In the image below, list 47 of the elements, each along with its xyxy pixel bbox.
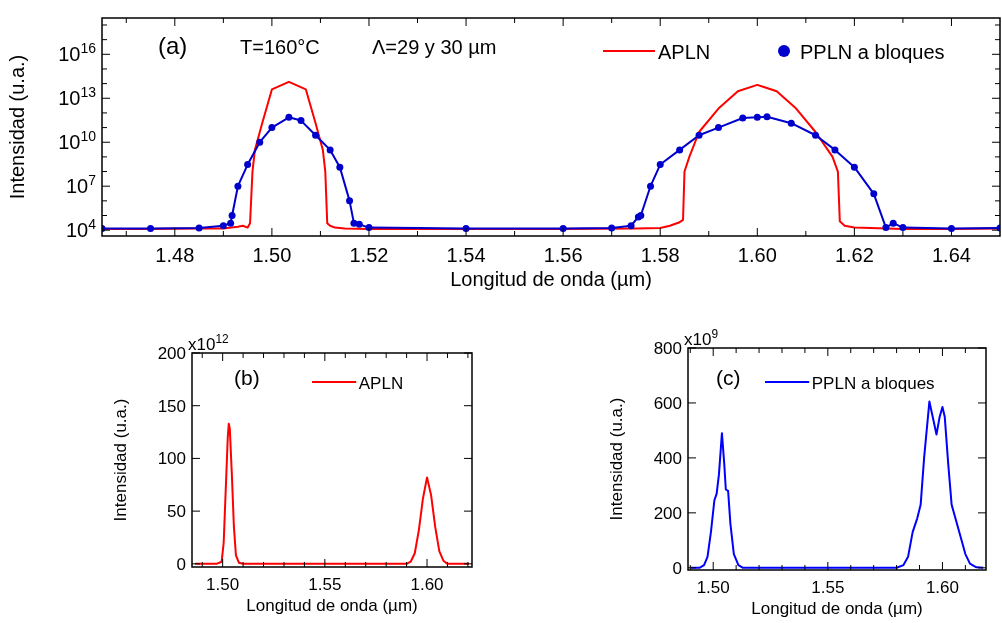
y-tick-label: 200	[157, 343, 186, 363]
y-tick-label: 400	[653, 448, 682, 468]
y-tick-label: 10$^{7}$	[65, 172, 97, 198]
annotation: x10$^{9}$	[684, 327, 719, 349]
x-axis-title: Longitud de onda (µm)	[246, 596, 418, 615]
x-tick-label: 1.50	[252, 244, 292, 266]
legend-label: PPLN a bloques	[800, 41, 945, 63]
x-tick-label: 1.52	[349, 244, 389, 266]
x-tick-label: 1.60	[410, 575, 444, 594]
legend-label: PPLN a bloques	[811, 373, 935, 393]
legend-label: APLN	[658, 41, 711, 63]
x-axis-title: Longitud de onda (µm)	[751, 599, 923, 618]
x-tick-label: 1.54	[446, 244, 486, 266]
y-axis-title: Intensidad (u.a.)	[607, 397, 626, 521]
y-tick-label: 50	[167, 502, 186, 522]
annotation: Λ=29 y 30 µm	[372, 36, 497, 58]
x-tick-label: 1.55	[308, 575, 342, 594]
y-tick-label: 0	[672, 558, 682, 578]
x-tick-label: 1.56	[543, 244, 583, 266]
y-tick-label: 800	[653, 338, 682, 358]
annotation: (a)	[158, 32, 188, 59]
x-tick-label: 1.62	[834, 244, 874, 266]
y-axis-title: Intensidad (u.a.)	[111, 398, 130, 522]
x-tick-label: 1.50	[696, 578, 730, 597]
y-tick-label: 10$^{13}$	[58, 84, 97, 110]
y-tick-label: 10$^{10}$	[58, 128, 97, 154]
annotation: x10$^{12}$	[188, 332, 230, 354]
y-tick-label: 200	[653, 503, 682, 523]
y-axis-title: Intensidad (u.a.)	[6, 54, 28, 200]
y-tick-label: 100	[157, 449, 186, 469]
x-axis-title: Longitud de onda (µm)	[450, 268, 652, 290]
annotation: T=160°C	[240, 36, 320, 58]
y-tick-label: 150	[157, 396, 186, 416]
legend-label: APLN	[358, 373, 404, 393]
x-tick-label: 1.60	[925, 578, 959, 597]
x-tick-label: 1.58	[640, 244, 680, 266]
y-tick-label: 10$^{4}$	[65, 216, 97, 242]
y-tick-label: 0	[176, 554, 186, 574]
annotation: (c)	[716, 366, 741, 389]
x-tick-label: 1.60	[737, 244, 777, 266]
x-tick-label: 1.55	[811, 578, 845, 597]
x-tick-label: 1.64	[931, 244, 971, 266]
y-tick-label: 10$^{16}$	[58, 40, 97, 66]
y-tick-label: 600	[653, 393, 682, 413]
annotation: (b)	[234, 366, 260, 389]
x-tick-label: 1.48	[155, 244, 195, 266]
x-tick-label: 1.50	[206, 575, 240, 594]
